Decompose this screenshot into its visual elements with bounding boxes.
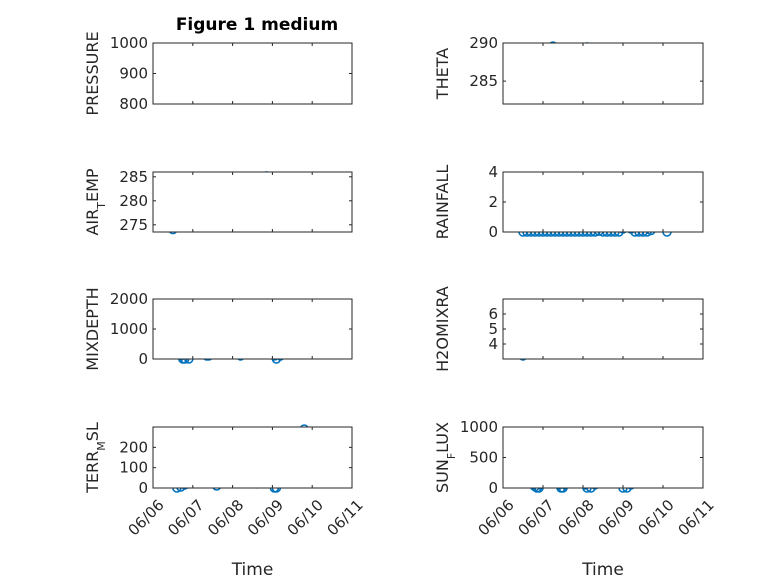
x-tick-label: 06/07: [514, 496, 557, 539]
axes-frame: [502, 171, 704, 233]
y-tick-label: 1000: [110, 34, 148, 52]
chart-panel-6: 456 H2OMIXRA: [433, 286, 704, 372]
y-axis-label: THETA: [433, 48, 452, 100]
y-tick-label: 290: [469, 34, 498, 52]
y-tick-label: 285: [469, 72, 498, 90]
axes-frame: [152, 42, 353, 105]
x-tick-label: 06/09: [594, 496, 637, 539]
y-tick-label: 1000: [460, 418, 498, 436]
y-tick-label: 5: [488, 320, 498, 338]
y-tick-label: 2000: [110, 290, 148, 308]
y-axis-label: H2OMIXRA: [433, 286, 452, 372]
y-tick-label: 2: [488, 193, 498, 211]
y-tick-label: 500: [469, 449, 498, 467]
chart-panel-4: 0 2 4 RAINFALL: [433, 163, 704, 241]
y-tick-label: 100: [119, 459, 148, 477]
axes-frame: [152, 426, 353, 489]
x-tick-label: 06/11: [674, 496, 717, 539]
chart-panel-1: 800 900 1000 PRESSURE: [83, 31, 353, 116]
x-tick-label: 06/06: [474, 496, 517, 539]
y-axis-label: PRESSURE: [83, 31, 102, 115]
x-axis-label: Time: [581, 560, 624, 580]
y-tick-label: 4: [488, 163, 498, 181]
x-tick-label: 06/07: [164, 496, 207, 539]
y-tick-label: 4: [488, 335, 498, 353]
y-axis-label: TERRMSL: [83, 422, 108, 494]
y-tick-label: 280: [119, 192, 148, 210]
axes-frame: [502, 42, 704, 105]
y-tick-label: 0: [488, 223, 498, 241]
x-tick-label: 06/11: [323, 496, 366, 539]
y-axis-label: RAINFALL: [433, 165, 452, 240]
y-tick-label: 6: [488, 305, 498, 323]
x-tick-label: 06/08: [554, 496, 597, 539]
y-tick-label: 275: [119, 216, 148, 234]
chart-panel-5: 0 1000 2000 MIXDEPTH: [83, 287, 353, 371]
x-tick-label: 06/10: [284, 496, 327, 539]
axes-frame: [502, 426, 704, 489]
axes-frame: [152, 298, 353, 360]
chart-panel-3: 275 280 285 AIRTEMP: [83, 168, 353, 236]
y-tick-label: 900: [119, 65, 148, 83]
y-tick-label: 200: [119, 438, 148, 456]
y-tick-label: 1000: [110, 320, 148, 338]
x-tick-label: 06/06: [124, 496, 167, 539]
y-tick-label: 0: [138, 350, 148, 368]
y-tick-label: 0: [488, 479, 498, 497]
figure-title: Figure 1 medium: [176, 15, 338, 35]
axes-frame: [152, 171, 353, 233]
y-tick-label: 285: [119, 168, 148, 186]
x-axis-label: Time: [231, 560, 274, 580]
y-axis-label: SUNFLUX: [433, 422, 458, 493]
x-tick-label: 06/10: [634, 496, 677, 539]
y-axis-label: MIXDEPTH: [83, 287, 102, 370]
y-axis-label: AIRTEMP: [83, 168, 108, 235]
chart-panel-2: 285 290 THETA: [433, 34, 704, 105]
axes-frame: [502, 298, 704, 360]
y-tick-label: 800: [119, 95, 148, 113]
x-tick-label: 06/09: [244, 496, 287, 539]
x-tick-label: 06/08: [204, 496, 247, 539]
y-tick-label: 0: [138, 479, 148, 497]
